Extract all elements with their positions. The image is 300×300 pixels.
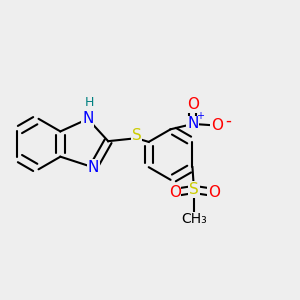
Text: S: S	[131, 128, 141, 143]
Text: +: +	[196, 111, 204, 121]
Text: N: N	[82, 112, 94, 127]
Text: S: S	[189, 182, 199, 197]
Text: -: -	[226, 112, 231, 130]
Text: O: O	[211, 118, 223, 133]
Text: O: O	[187, 97, 199, 112]
Text: N: N	[187, 116, 199, 131]
Text: O: O	[169, 185, 181, 200]
Text: O: O	[208, 185, 220, 200]
Text: N: N	[88, 160, 99, 175]
Text: CH₃: CH₃	[181, 212, 207, 226]
Text: H: H	[85, 96, 94, 109]
